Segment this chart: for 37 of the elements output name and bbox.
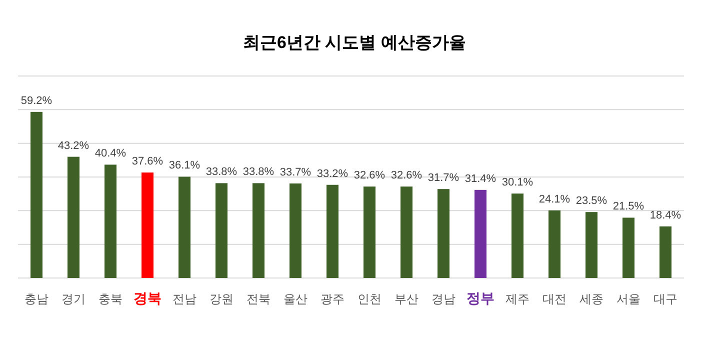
data-label: 33.8%	[206, 166, 238, 178]
x-tick-label: 세종	[580, 292, 604, 306]
x-tick-label: 충남	[24, 292, 48, 306]
x-tick-label: 경남	[432, 292, 456, 306]
x-tick-label: 인천	[358, 292, 382, 306]
data-label: 18.4%	[650, 209, 682, 222]
data-label: 31.7%	[428, 172, 460, 184]
data-label: 33.7%	[280, 166, 312, 178]
data-label: 23.5%	[576, 195, 608, 208]
data-label: 21.5%	[612, 200, 644, 213]
x-tick-label: 전남	[172, 292, 196, 306]
x-tick-label: 정부	[466, 290, 494, 306]
x-tick-label: 대구	[654, 292, 678, 306]
x-tick-label: 경북	[134, 290, 162, 306]
x-tick-label: 제주	[506, 292, 530, 306]
data-label: 59.2%	[20, 94, 52, 107]
data-label: 24.1%	[538, 193, 570, 206]
data-label: 33.2%	[316, 168, 348, 180]
data-label: 37.6%	[132, 156, 164, 168]
x-tick-label: 광주	[320, 292, 344, 306]
x-tick-label: 충북	[98, 292, 122, 306]
data-label: 36.1%	[168, 160, 200, 172]
data-label: 32.6%	[390, 170, 422, 182]
data-label: 40.4%	[94, 148, 126, 160]
data-label: 32.6%	[354, 170, 386, 182]
data-label: 30.1%	[502, 176, 534, 189]
x-tick-label: 부산	[394, 292, 418, 306]
data-label: 33.8%	[242, 166, 274, 178]
x-tick-label: 서울	[616, 292, 640, 306]
x-tick-label: 전북	[246, 292, 270, 306]
x-tick-label: 울산	[284, 292, 308, 306]
title: 최근6년간 시도별 예산증가율	[243, 33, 466, 52]
x-tick-label: 강원	[210, 292, 234, 306]
data-label: 31.4%	[464, 172, 496, 185]
x-tick-label: 대전	[542, 292, 566, 306]
data-label: 43.2%	[58, 140, 90, 152]
x-tick-label: 경기	[62, 292, 86, 306]
